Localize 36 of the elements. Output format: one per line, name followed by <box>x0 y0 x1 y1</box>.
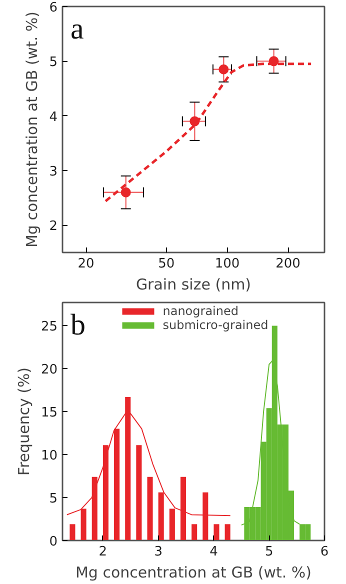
point <box>120 187 131 198</box>
point <box>218 64 229 74</box>
y-tick-label: 5 <box>49 492 58 507</box>
x-tick-label: 50 <box>158 256 175 272</box>
x-tick-label: 5 <box>264 544 274 560</box>
y-tick-label: 4 <box>49 110 58 125</box>
legend-label: nanograined <box>162 304 238 318</box>
bar <box>136 445 142 540</box>
y-tick-label: 20 <box>40 362 58 378</box>
bar <box>214 524 220 540</box>
bar <box>70 524 76 540</box>
x-tick-label: 3 <box>154 544 162 560</box>
y-tick-label: 0 <box>49 534 58 550</box>
y-tick-label: 6 <box>49 0 58 16</box>
annotation: b <box>70 308 86 342</box>
bar <box>192 524 198 540</box>
x-tick-label: 20 <box>78 256 94 272</box>
y-axis-title: Frequency (%) <box>14 367 33 476</box>
y-tick-label: 25 <box>40 320 58 335</box>
y-tick-label: 10 <box>40 448 58 464</box>
x-tick-label: 2 <box>98 544 108 560</box>
x-tick-label: 6 <box>320 544 329 560</box>
y-tick-label: 3 <box>49 164 58 180</box>
legend-label: submicro-grained <box>162 318 268 332</box>
y-tick-label: 15 <box>40 406 58 421</box>
bar <box>147 476 153 540</box>
x-axis-title: Grain size (nm) <box>136 276 252 294</box>
bar <box>224 524 230 540</box>
y-tick-label: 5 <box>49 55 58 70</box>
annotation: a <box>70 12 84 46</box>
x-axis-title: Mg concentration at GB (wt. %) <box>75 564 312 582</box>
y-tick-label: 2 <box>49 219 58 234</box>
y-axis-title: Mg concentration at GB (wt. %) <box>23 11 42 248</box>
x-tick-label: 200 <box>276 256 300 272</box>
x-tick-label: 4 <box>210 544 218 560</box>
x-tick-label: 100 <box>214 256 240 272</box>
